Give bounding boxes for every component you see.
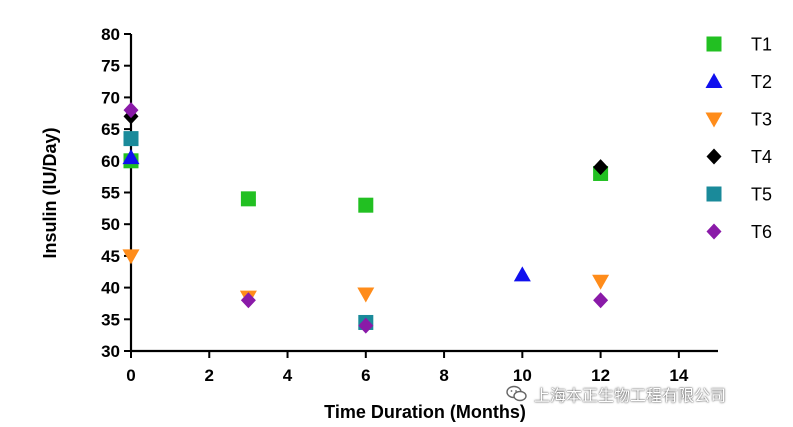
data-point	[593, 159, 609, 176]
data-marks	[122, 102, 610, 334]
x-tick-label: 12	[591, 366, 610, 385]
y-tick-label: 55	[101, 184, 120, 203]
legend-marker	[706, 148, 722, 165]
y-tick-label: 65	[101, 120, 120, 139]
legend-entry: T4	[706, 147, 772, 167]
y-tick-label: 45	[101, 247, 120, 266]
y-tick-label: 70	[101, 88, 120, 107]
legend-marker	[705, 73, 723, 88]
x-tick-label: 4	[283, 366, 293, 385]
y-axis-title: Insulin (IU/Day)	[40, 127, 60, 258]
data-point	[123, 102, 139, 119]
x-tick-label: 6	[361, 366, 370, 385]
legend-entry: T1	[706, 35, 772, 55]
x-tick-label: 10	[513, 366, 532, 385]
data-point	[122, 249, 140, 265]
legend-label: T2	[751, 72, 772, 92]
data-point	[592, 274, 610, 290]
y-tick-label: 30	[101, 342, 120, 361]
data-point	[358, 197, 374, 213]
wechat-icon	[506, 385, 527, 402]
legend-entry: T3	[705, 110, 772, 130]
series-t3	[122, 249, 610, 306]
series-t4	[123, 108, 609, 176]
legend-label: T3	[751, 110, 772, 130]
data-point	[240, 191, 256, 207]
data-point	[593, 292, 609, 309]
series-t6	[123, 102, 609, 334]
legend-entry: T2	[705, 72, 772, 92]
x-tick-label: 0	[126, 366, 135, 385]
watermark: 上海本正生物工程有限公司	[506, 380, 726, 408]
data-point	[513, 266, 531, 282]
x-axis-title: Time Duration (Months)	[324, 402, 526, 422]
legend-marker	[706, 36, 722, 52]
legend-entry: T5	[706, 185, 772, 205]
watermark-text: 上海本正生物工程有限公司	[534, 386, 727, 405]
y-tick-label: 40	[101, 279, 120, 298]
x-tick-label: 2	[205, 366, 214, 385]
legend: T1 T2 T3 T4 T5 T6	[705, 35, 772, 242]
series-t2	[122, 149, 531, 282]
data-point	[357, 287, 375, 303]
axes: 30 35 40 45 50 55 60 65 70 75 80 0 2 4 6 8 10 12 14	[101, 25, 718, 385]
x-tick-label: 14	[669, 366, 688, 385]
y-tick-label: 80	[101, 25, 120, 44]
y-tick-label: 75	[101, 57, 120, 76]
legend-marker	[706, 223, 722, 240]
data-point	[122, 149, 140, 165]
legend-label: T6	[751, 222, 772, 242]
x-tick-label: 8	[439, 366, 448, 385]
y-tick-label: 35	[101, 310, 120, 329]
legend-marker	[705, 112, 723, 128]
legend-label: T5	[751, 185, 772, 205]
legend-marker	[706, 186, 722, 202]
series-t1	[123, 153, 609, 213]
y-tick-label: 50	[101, 215, 120, 234]
data-point	[123, 131, 139, 147]
legend-entry: T6	[706, 222, 772, 242]
y-tick-label: 60	[101, 152, 120, 171]
legend-label: T1	[751, 35, 772, 55]
data-point	[358, 317, 374, 334]
legend-label: T4	[751, 147, 772, 167]
data-point	[240, 292, 256, 309]
